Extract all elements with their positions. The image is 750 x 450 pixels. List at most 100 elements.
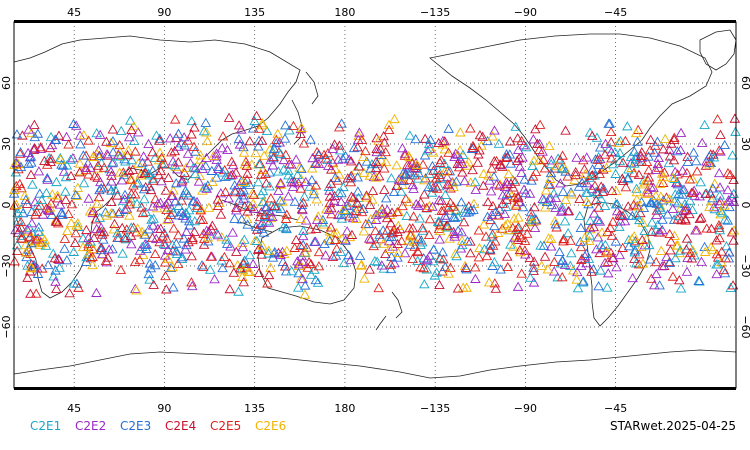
observation-marker (57, 209, 68, 219)
legend-item-c2e2: C2E2 (75, 419, 106, 433)
observation-marker (176, 176, 187, 187)
observation-marker (309, 264, 320, 274)
observation-marker (351, 213, 362, 223)
observation-marker (209, 273, 220, 284)
axis-ticks: 45 90 135 180 −135 −90 −45 45 90 135 180 −135 −90 −45… (0, 6, 750, 415)
observation-marker (497, 198, 508, 208)
observation-marker (176, 252, 188, 262)
observation-marker (248, 189, 260, 199)
observation-marker (60, 186, 71, 196)
observation-marker (280, 120, 291, 130)
observation-marker (550, 192, 562, 203)
observation-marker (672, 146, 683, 156)
observation-marker (303, 256, 315, 267)
observation-marker (642, 187, 654, 197)
observation-marker (352, 172, 363, 182)
observation-marker (263, 245, 274, 255)
observation-marker (39, 234, 50, 245)
observation-marker (571, 152, 582, 162)
observation-marker (537, 193, 548, 203)
observation-marker (271, 134, 282, 144)
observation-marker (688, 185, 700, 195)
observation-marker (606, 185, 618, 195)
observation-marker (631, 210, 642, 220)
observation-marker (238, 141, 249, 152)
observation-marker (136, 226, 148, 236)
observation-marker (304, 181, 315, 191)
observation-marker (428, 244, 439, 254)
observation-marker (376, 149, 387, 160)
observation-marker (238, 258, 249, 268)
observation-marker (407, 253, 418, 263)
observation-marker (326, 202, 337, 213)
observation-marker (68, 278, 80, 288)
observation-marker (260, 168, 271, 178)
observation-marker (297, 197, 309, 207)
observation-marker (516, 167, 527, 177)
observation-marker (720, 253, 731, 263)
observation-marker (433, 194, 445, 205)
legend-item-c2e6: C2E6 (255, 419, 286, 433)
observation-marker (499, 181, 511, 192)
observation-marker (730, 126, 741, 136)
observation-marker (579, 164, 590, 174)
observation-marker (168, 223, 180, 233)
observation-marker (293, 259, 305, 269)
right-lat-tick-label: 0 (739, 202, 750, 209)
observation-marker (70, 189, 82, 199)
observation-marker (467, 140, 479, 150)
observation-marker (404, 151, 415, 162)
observation-marker (461, 282, 472, 292)
observation-marker (290, 154, 302, 164)
observation-marker (484, 175, 495, 185)
observation-marker (183, 190, 194, 200)
observation-marker (520, 249, 531, 259)
observation-marker (395, 186, 407, 196)
observation-marker (528, 262, 539, 272)
observation-marker (299, 280, 311, 290)
right-lat-tick-label: 60 (739, 76, 750, 90)
observation-marker (562, 227, 574, 238)
observation-marker (48, 271, 59, 281)
observation-marker (152, 198, 164, 208)
observation-marker (192, 202, 203, 213)
observation-marker (215, 188, 227, 198)
observation-marker (636, 156, 648, 166)
observation-marker (558, 233, 569, 244)
observation-marker (187, 234, 198, 245)
observation-marker (50, 216, 62, 226)
observation-marker (408, 211, 419, 221)
observation-marker (169, 196, 181, 206)
observation-marker (134, 254, 146, 265)
observation-marker (190, 162, 201, 173)
observation-marker (9, 256, 20, 266)
observation-marker (636, 196, 647, 207)
observation-marker (536, 260, 547, 270)
observation-marker (241, 160, 253, 170)
observation-marker (33, 226, 44, 236)
observation-marker (650, 164, 661, 174)
observation-marker (617, 157, 629, 167)
observation-marker (607, 159, 619, 169)
observation-marker (180, 213, 191, 223)
observation-marker (54, 199, 66, 209)
observation-marker (71, 190, 83, 200)
observation-marker (718, 264, 730, 275)
observation-marker (106, 196, 117, 207)
observation-markers (8, 110, 741, 299)
observation-marker (657, 177, 669, 187)
observation-marker (668, 155, 680, 165)
observation-marker (296, 122, 307, 132)
observation-marker (190, 146, 201, 156)
observation-marker (605, 126, 617, 136)
observation-marker (64, 288, 75, 298)
observation-marker (672, 198, 684, 208)
observation-marker (608, 252, 619, 263)
observation-marker (658, 144, 669, 154)
observation-marker (288, 120, 299, 130)
observation-marker (656, 261, 668, 271)
observation-marker (505, 178, 517, 188)
observation-marker (444, 166, 456, 176)
observation-marker (602, 226, 613, 236)
observation-marker (457, 158, 468, 168)
